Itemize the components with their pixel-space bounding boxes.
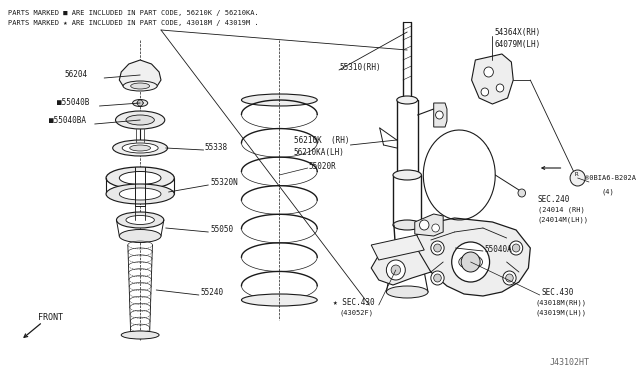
Ellipse shape <box>123 81 157 91</box>
Ellipse shape <box>106 184 174 204</box>
Circle shape <box>452 242 490 282</box>
Ellipse shape <box>459 255 483 269</box>
Circle shape <box>509 241 523 255</box>
Text: R: R <box>575 172 579 177</box>
Circle shape <box>419 220 429 230</box>
Text: FRONT: FRONT <box>38 313 63 322</box>
Text: J43102HT: J43102HT <box>549 358 589 367</box>
Ellipse shape <box>122 143 158 153</box>
Ellipse shape <box>126 115 154 125</box>
Text: 55020R: 55020R <box>308 162 337 171</box>
Text: 64079M(LH): 64079M(LH) <box>494 40 541 49</box>
Text: (43019M(LH)): (43019M(LH)) <box>535 310 586 317</box>
Circle shape <box>481 88 488 96</box>
Ellipse shape <box>113 140 168 156</box>
Ellipse shape <box>131 83 150 89</box>
Polygon shape <box>434 103 447 127</box>
Text: PARTS MARKED ★ ARE INCLUDED IN PART CODE, 43018M / 43019M .: PARTS MARKED ★ ARE INCLUDED IN PART CODE… <box>8 20 259 26</box>
Text: 56210K  (RH): 56210K (RH) <box>294 136 349 145</box>
Ellipse shape <box>116 111 164 129</box>
Text: 55310(RH): 55310(RH) <box>339 63 381 72</box>
Text: ■55040B: ■55040B <box>57 98 89 107</box>
Ellipse shape <box>126 215 154 224</box>
Polygon shape <box>415 214 443 236</box>
Text: 55040A: 55040A <box>485 245 513 254</box>
Ellipse shape <box>121 331 159 339</box>
Circle shape <box>503 271 516 285</box>
Circle shape <box>484 67 493 77</box>
Circle shape <box>436 111 443 119</box>
Text: PARTS MARKED ■ ARE INCLUDED IN PART CODE, 56210K / 56210KA.: PARTS MARKED ■ ARE INCLUDED IN PART CODE… <box>8 10 259 16</box>
Text: ■55040BA: ■55040BA <box>49 116 86 125</box>
Ellipse shape <box>417 250 424 256</box>
Circle shape <box>518 189 525 197</box>
Circle shape <box>461 252 480 272</box>
Polygon shape <box>371 248 431 285</box>
Circle shape <box>570 170 585 186</box>
Ellipse shape <box>116 212 164 228</box>
Text: ®0BIA6-B202A: ®0BIA6-B202A <box>585 175 636 181</box>
Ellipse shape <box>397 171 418 179</box>
Circle shape <box>434 244 442 252</box>
Ellipse shape <box>132 99 148 106</box>
Polygon shape <box>417 218 531 296</box>
Ellipse shape <box>119 171 161 185</box>
Ellipse shape <box>397 96 418 104</box>
Circle shape <box>432 224 440 232</box>
Circle shape <box>434 274 442 282</box>
Text: 54364X(RH): 54364X(RH) <box>494 28 541 37</box>
Ellipse shape <box>393 220 421 230</box>
Polygon shape <box>371 235 424 260</box>
Polygon shape <box>119 60 161 86</box>
Ellipse shape <box>241 94 317 106</box>
Text: 55050: 55050 <box>210 225 234 234</box>
Circle shape <box>506 274 513 282</box>
Ellipse shape <box>241 294 317 306</box>
Circle shape <box>512 244 520 252</box>
Ellipse shape <box>387 286 428 298</box>
Text: 56204: 56204 <box>65 70 88 79</box>
Ellipse shape <box>106 167 174 189</box>
Text: SEC.240: SEC.240 <box>538 195 570 204</box>
Circle shape <box>496 84 504 92</box>
Polygon shape <box>472 54 513 104</box>
Text: 56210KA(LH): 56210KA(LH) <box>294 148 344 157</box>
Text: 55240: 55240 <box>201 288 224 297</box>
Text: (43018M(RH)): (43018M(RH)) <box>535 299 586 305</box>
Text: (24014 (RH): (24014 (RH) <box>538 206 584 212</box>
Circle shape <box>431 241 444 255</box>
Text: (43052F): (43052F) <box>339 310 373 317</box>
Text: (24014M(LH)): (24014M(LH)) <box>538 216 589 222</box>
Ellipse shape <box>397 264 418 272</box>
Ellipse shape <box>137 102 143 105</box>
Ellipse shape <box>393 170 421 180</box>
Ellipse shape <box>130 145 150 151</box>
Text: (4): (4) <box>602 188 614 195</box>
Ellipse shape <box>119 230 161 243</box>
Circle shape <box>138 100 143 106</box>
Text: 55320N: 55320N <box>210 178 238 187</box>
Text: 55338: 55338 <box>205 143 228 152</box>
Ellipse shape <box>119 188 161 200</box>
Circle shape <box>391 265 401 275</box>
Text: ★ SEC.430: ★ SEC.430 <box>333 298 375 307</box>
Text: SEC.430: SEC.430 <box>541 288 574 297</box>
Circle shape <box>431 271 444 285</box>
Circle shape <box>387 260 405 280</box>
